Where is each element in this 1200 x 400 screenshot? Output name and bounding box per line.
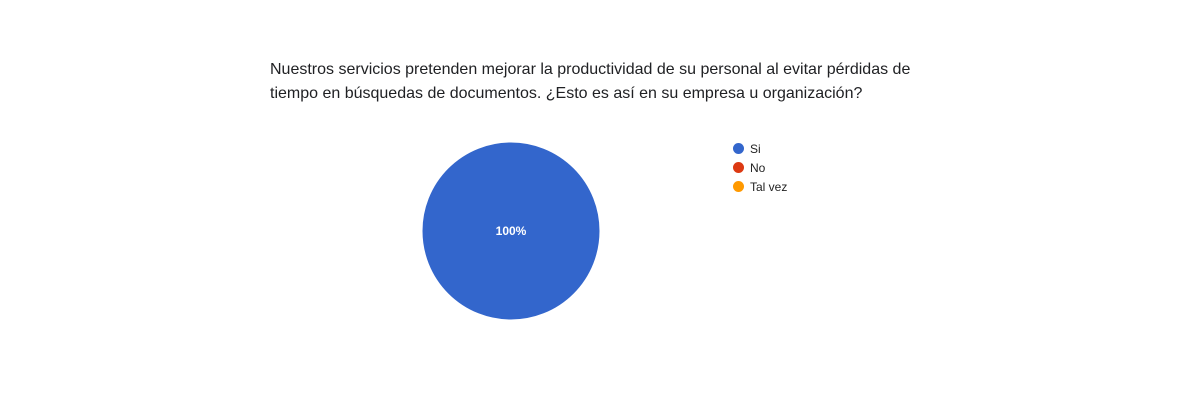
chart-title: Nuestros servicios pretenden mejorar la … [270, 58, 970, 106]
legend-swatch-no [733, 162, 744, 173]
legend-item-no[interactable]: No [733, 158, 787, 177]
pie-slice-si[interactable] [421, 141, 601, 321]
legend-label-tal-vez: Tal vez [750, 179, 788, 194]
legend-swatch-tal-vez [733, 181, 744, 192]
chart-title-line-2: tiempo en búsquedas de documentos. ¿Esto… [270, 85, 863, 102]
legend-item-si[interactable]: Si [733, 139, 787, 158]
chart-legend: Si No Tal vez [733, 139, 787, 196]
chart-title-line-1: Nuestros servicios pretenden mejorar la … [270, 61, 911, 78]
legend-label-no: No [750, 160, 766, 175]
pie-data-label: 100% [496, 224, 527, 238]
legend-swatch-si [733, 143, 744, 154]
legend-item-tal-vez[interactable]: Tal vez [733, 177, 787, 196]
legend-label-si: Si [750, 141, 761, 156]
